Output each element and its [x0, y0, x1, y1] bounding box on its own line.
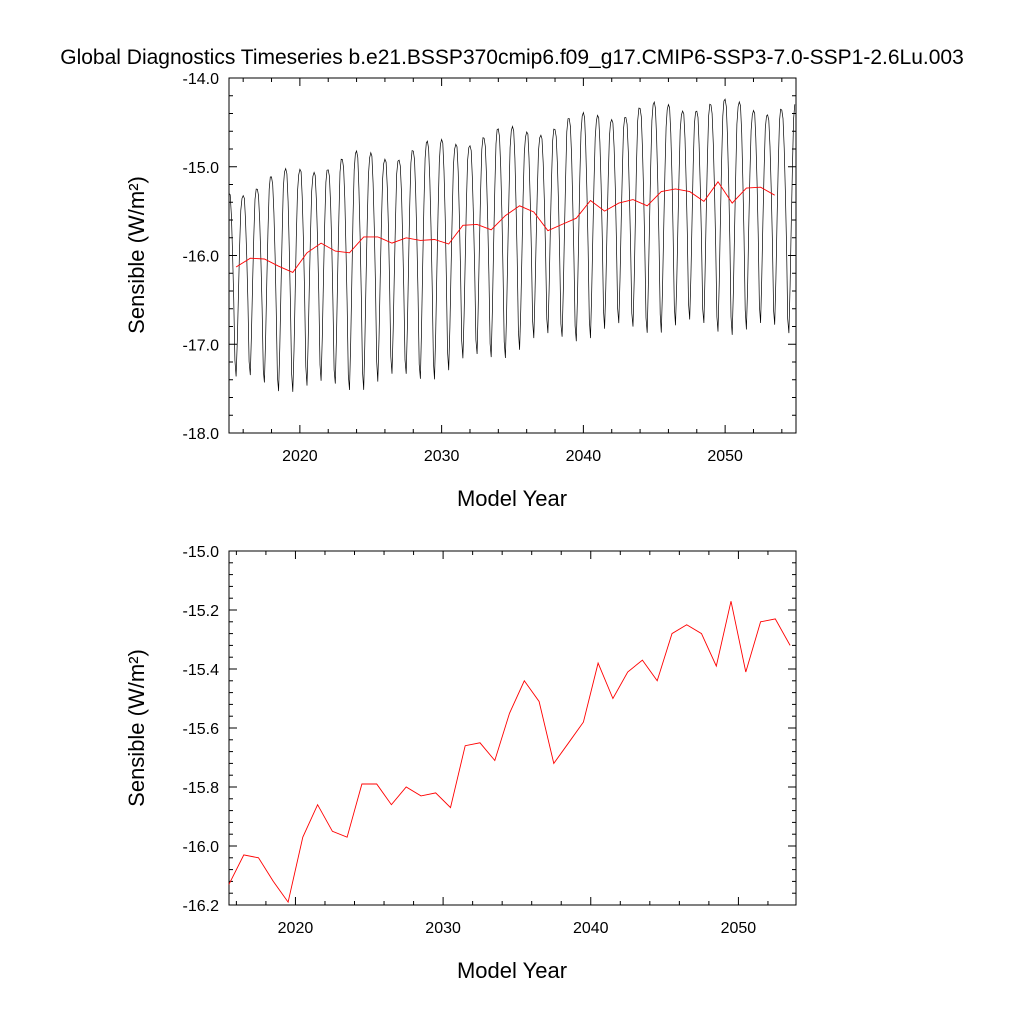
bottom-panel-ytick-label: -15.6 [183, 721, 220, 738]
bottom-panel: 2020 2030 2040 2050 -16.2 -16.0 -15.8 -15.6 -15.… [124, 544, 797, 983]
top-panel-ytick-label: -18.0 [183, 426, 220, 443]
bottom-panel-frame [228, 550, 797, 906]
bottom-panel-xtick-label: 2040 [573, 920, 609, 937]
top-panel-annual-series [235, 181, 775, 273]
top-panel-xtick-label: 2030 [424, 448, 460, 465]
top-panel-annual-line [235, 181, 775, 273]
bottom-panel-xtick-label: 2030 [425, 920, 461, 937]
bottom-panel-ytick-label: -16.2 [183, 898, 220, 915]
top-panel-ytick-label: -16.0 [183, 249, 220, 266]
bottom-panel-ylabel: Sensible (W/m²) [124, 649, 149, 807]
bottom-panel-ytick-label: -15.8 [183, 780, 220, 797]
bottom-panel-ytick-label: -15.4 [183, 662, 220, 679]
bottom-panel-annual-line [228, 601, 791, 904]
bottom-panel-annual-series [228, 601, 791, 904]
top-panel-ytick-label: -14.0 [183, 71, 220, 88]
bottom-panel-ytick-label: -15.0 [183, 544, 220, 561]
bottom-panel-ytick-label: -16.0 [183, 839, 220, 856]
bottom-panel-tick-labels: 2020 2030 2040 2050 -16.2 -16.0 -15.8 -15.6 -15.… [183, 544, 757, 937]
top-panel-monthly-line [228, 98, 796, 392]
top-panel-frame [228, 77, 797, 434]
top-panel-xlabel: Model Year [457, 486, 567, 511]
top-panel: 2020 2030 2040 2050 -18.0 -17.0 -16.0 -15.0 -14.… [124, 71, 797, 511]
top-panel-xtick-label: 2020 [282, 448, 318, 465]
top-panel-xtick-label: 2040 [566, 448, 602, 465]
top-panel-tick-labels: 2020 2030 2040 2050 -18.0 -17.0 -16.0 -15.0 -14.… [183, 71, 743, 465]
top-panel-ylabel: Sensible (W/m²) [124, 176, 149, 334]
bottom-panel-ticks [229, 550, 796, 906]
top-panel-ytick-label: -15.0 [183, 160, 220, 177]
bottom-panel-xtick-label: 2050 [721, 920, 757, 937]
figure-title: Global Diagnostics Timeseries b.e21.BSSP… [60, 46, 964, 69]
bottom-panel-xlabel: Model Year [457, 958, 567, 983]
top-panel-xtick-label: 2050 [707, 448, 743, 465]
bottom-panel-ytick-label: -15.2 [183, 603, 220, 620]
top-panel-ticks [229, 77, 796, 434]
top-panel-monthly-series [228, 98, 796, 392]
bottom-panel-xtick-label: 2020 [278, 920, 314, 937]
top-panel-ytick-label: -17.0 [183, 337, 220, 354]
